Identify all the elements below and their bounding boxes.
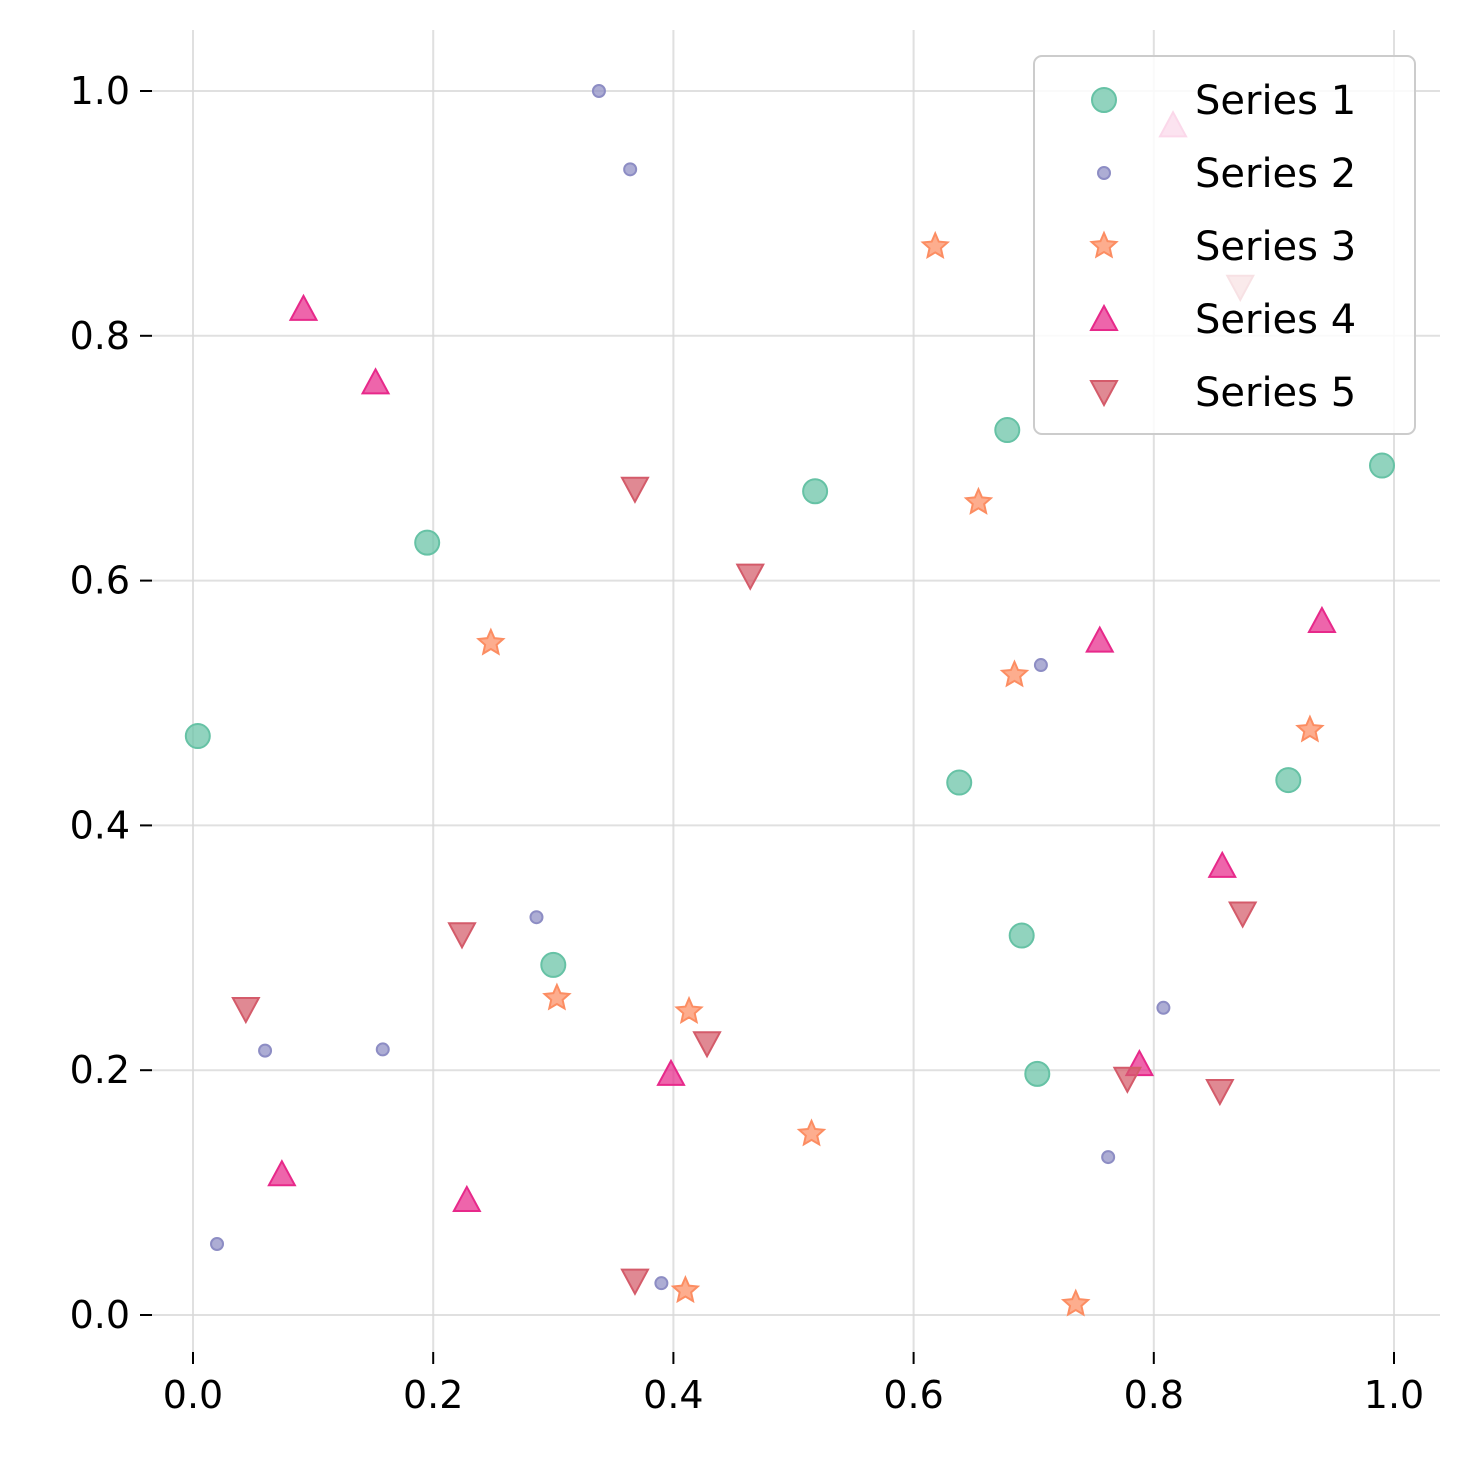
series-2-point: [210, 1237, 225, 1252]
series-3-point: [796, 1118, 827, 1147]
legend-marker-icon: [1097, 166, 1111, 180]
series-3-point: [963, 486, 994, 515]
x-tick-label: 1.0: [1364, 1373, 1424, 1417]
y-tick-label: 0.0: [70, 1293, 130, 1337]
axis-ticks: 0.0 0.2 0.4 0.6 0.8 1.0 0.0 0.2 0.4 0.6 0.8 1.0: [70, 69, 1425, 1417]
series-3-point: [670, 1275, 701, 1304]
y-tick-label: 0.4: [70, 803, 130, 847]
legend-item-series-2: Series 2: [1097, 151, 1356, 197]
y-tick-label: 0.6: [70, 559, 130, 603]
series-2: [210, 84, 1171, 1291]
series-1-point: [1368, 452, 1395, 479]
legend-box: [1033, 55, 1416, 435]
legend-item-series-3: Series 3: [1089, 224, 1356, 270]
series-1-point: [802, 478, 829, 505]
legend-label: Series 1: [1195, 78, 1356, 124]
series-5-point: [231, 996, 261, 1025]
series-5-point: [735, 563, 765, 591]
series-1-point: [946, 769, 973, 796]
x-tick-label: 0.8: [1124, 1373, 1184, 1417]
series-2-point: [1033, 658, 1048, 673]
series-5-point: [692, 1031, 722, 1059]
series-1-point: [540, 951, 567, 978]
series-5-point: [1205, 1078, 1235, 1107]
series-3-point: [1060, 1288, 1091, 1317]
series-4-point: [1207, 850, 1237, 878]
y-tick-label: 0.2: [70, 1048, 130, 1092]
series-2-point: [1156, 1000, 1171, 1015]
legend-label: Series 3: [1195, 224, 1356, 270]
series-2-point: [258, 1043, 273, 1058]
series-4-point: [267, 1159, 297, 1187]
series-2-point: [1101, 1150, 1116, 1165]
series-4-point: [1085, 625, 1115, 653]
series-3-point: [542, 982, 572, 1011]
series-1-point: [184, 723, 211, 750]
series-2-point: [623, 162, 638, 177]
legend-marker-icon: [1089, 303, 1119, 332]
series-5-point: [1112, 1066, 1143, 1094]
legend-item-series-1: Series 1: [1091, 78, 1356, 124]
x-tick-label: 0.6: [883, 1373, 943, 1417]
series-4-point: [288, 293, 319, 321]
series-1-point: [1008, 922, 1035, 949]
series-5-point: [447, 922, 477, 950]
series-3-point: [999, 659, 1030, 688]
series-4-point: [452, 1184, 482, 1212]
y-tick-label: 0.8: [70, 314, 130, 358]
series-4-point: [656, 1058, 686, 1086]
legend-label: Series 2: [1195, 151, 1356, 197]
series-1-point: [414, 529, 441, 556]
series-4-point: [360, 367, 391, 395]
series-3-point: [674, 995, 704, 1025]
legend-marker-icon: [1089, 379, 1119, 408]
x-tick-label: 0.0: [163, 1373, 223, 1417]
series-2-point: [654, 1276, 669, 1291]
y-tick-label: 1.0: [70, 69, 130, 113]
series-5-point: [620, 1268, 650, 1296]
legend-marker-icon: [1091, 87, 1117, 113]
legend-item-series-4: Series 4: [1089, 297, 1356, 343]
x-tick-label: 0.2: [403, 1373, 463, 1417]
series-1: [184, 417, 1395, 1087]
series-1-point: [994, 417, 1021, 444]
legend-label: Series 4: [1195, 297, 1356, 343]
series-2-point: [529, 910, 544, 925]
series-1-point: [1275, 767, 1302, 794]
series-2-point: [375, 1042, 390, 1057]
series-2-point: [591, 84, 606, 98]
series-1-point: [1024, 1060, 1051, 1087]
series-3-point: [476, 627, 506, 656]
x-tick-label: 0.4: [643, 1373, 703, 1417]
legend-label: Series 5: [1195, 370, 1356, 416]
series-5-point: [1227, 901, 1258, 929]
series-5-point: [620, 476, 650, 504]
legend: Series 1 Series 2 Series 3 Series 4 Series 5: [1033, 55, 1416, 435]
legend-marker-icon: [1089, 230, 1119, 259]
series-4-point: [1307, 605, 1337, 634]
series-3-point: [1295, 714, 1325, 743]
legend-item-series-5: Series 5: [1089, 370, 1356, 416]
series-3: [476, 230, 1325, 1317]
series-3-point: [920, 230, 950, 260]
